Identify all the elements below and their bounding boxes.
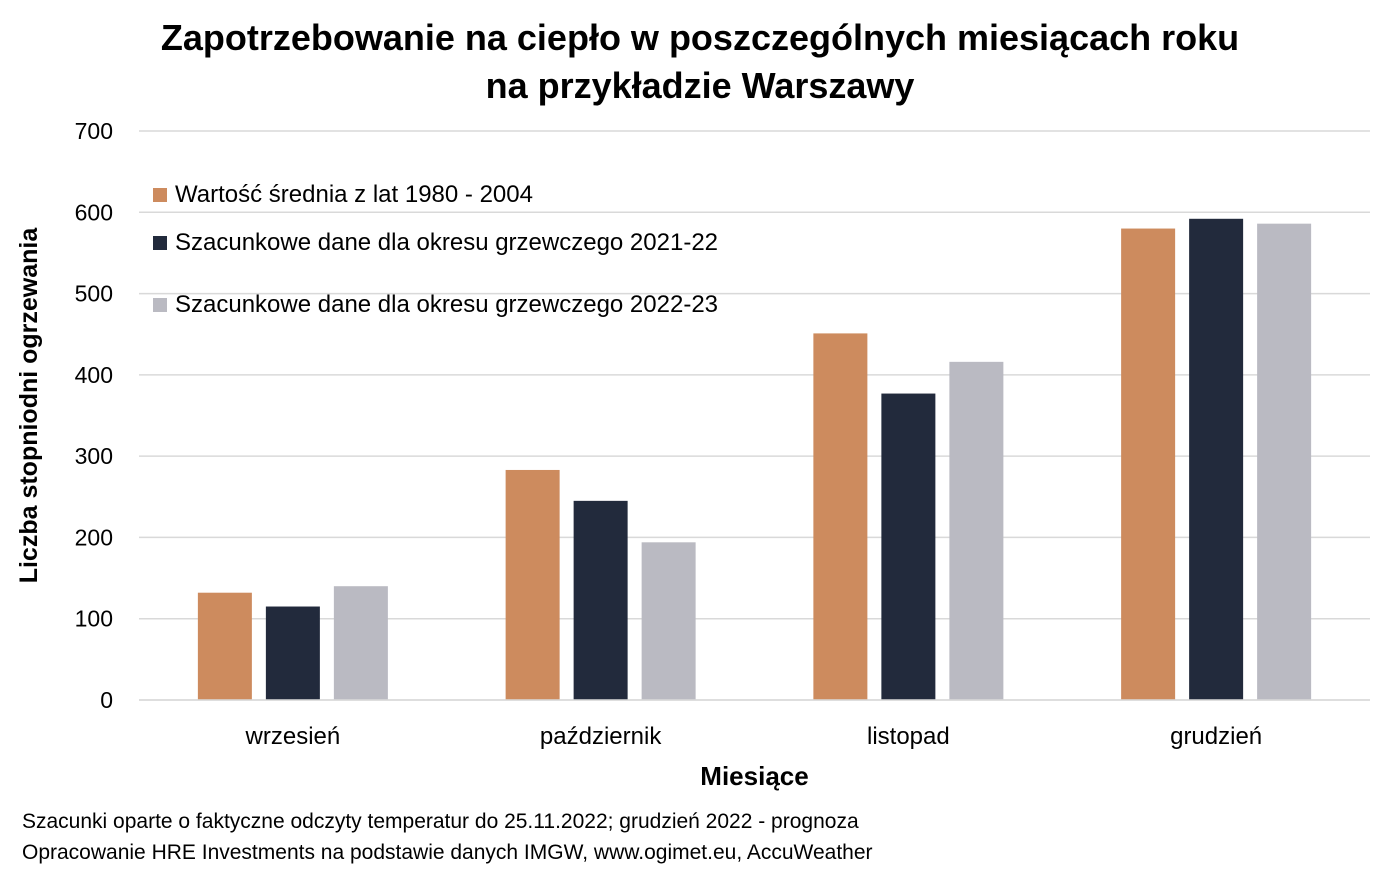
x-axis-title: Miesiące — [700, 761, 808, 791]
y-tick-label-100: 100 — [75, 606, 113, 632]
bar-3-1 — [333, 586, 388, 700]
legend-swatch-series-2 — [153, 236, 167, 250]
y-axis-title: Liczba stopniodni ogrzewania — [15, 227, 43, 584]
bar-1-4 — [1121, 228, 1176, 701]
y-tick-label-300: 300 — [75, 443, 113, 469]
legend-label-series-3: Szacunkowe dane dla okresu grzewczego 20… — [175, 291, 719, 318]
x-tick-label-2: październik — [540, 723, 662, 750]
x-tick-label-1: wrzesień — [245, 723, 341, 750]
y-tick-label-0: 0 — [100, 687, 113, 713]
bar-3-3 — [949, 361, 1004, 700]
x-tick-label-4: grudzień — [1170, 723, 1262, 750]
y-tick-label-500: 500 — [75, 281, 113, 307]
bar-1-1 — [197, 592, 252, 700]
footnote-estimates: Szacunki oparte o faktyczne odczyty temp… — [22, 810, 859, 833]
bar-2-3 — [881, 393, 936, 700]
legend-swatch-series-3 — [153, 298, 167, 312]
bar-1-2 — [505, 469, 560, 700]
y-tick-label-200: 200 — [75, 524, 113, 550]
bar-3-4 — [1257, 223, 1312, 700]
bar-2-4 — [1189, 218, 1244, 700]
chart-title-line-1: Zapotrzebowanie na ciepło w poszczególny… — [160, 17, 1240, 58]
y-tick-label-700: 700 — [75, 118, 113, 144]
chart-legend: Wartość średnia z lat 1980 - 2004 Szacun… — [153, 178, 718, 336]
legend-item-series-2: Szacunkowe dane dla okresu grzewczego 20… — [153, 212, 718, 274]
y-tick-label-400: 400 — [75, 362, 113, 388]
y-tick-label-600: 600 — [75, 199, 113, 225]
legend-label-series-1: Wartość średnia z lat 1980 - 2004 — [175, 181, 533, 208]
chart-title-line-2: na przykładzie Warszawy — [485, 65, 915, 106]
x-tick-label-3: listopad — [867, 723, 950, 750]
bar-2-2 — [573, 500, 628, 700]
legend-label-series-2: Szacunkowe dane dla okresu grzewczego 20… — [175, 229, 719, 256]
bar-3-2 — [641, 542, 696, 700]
legend-item-series-1: Wartość średnia z lat 1980 - 2004 — [153, 178, 718, 212]
legend-swatch-series-1 — [153, 188, 167, 202]
legend-item-series-3: Szacunkowe dane dla okresu grzewczego 20… — [153, 274, 718, 336]
bar-2-1 — [265, 606, 320, 700]
chart-title: Zapotrzebowanie na ciepło w poszczególny… — [0, 14, 1400, 110]
bar-1-3 — [813, 333, 868, 700]
footnote-source: Opracowanie HRE Investments na podstawie… — [22, 841, 873, 864]
